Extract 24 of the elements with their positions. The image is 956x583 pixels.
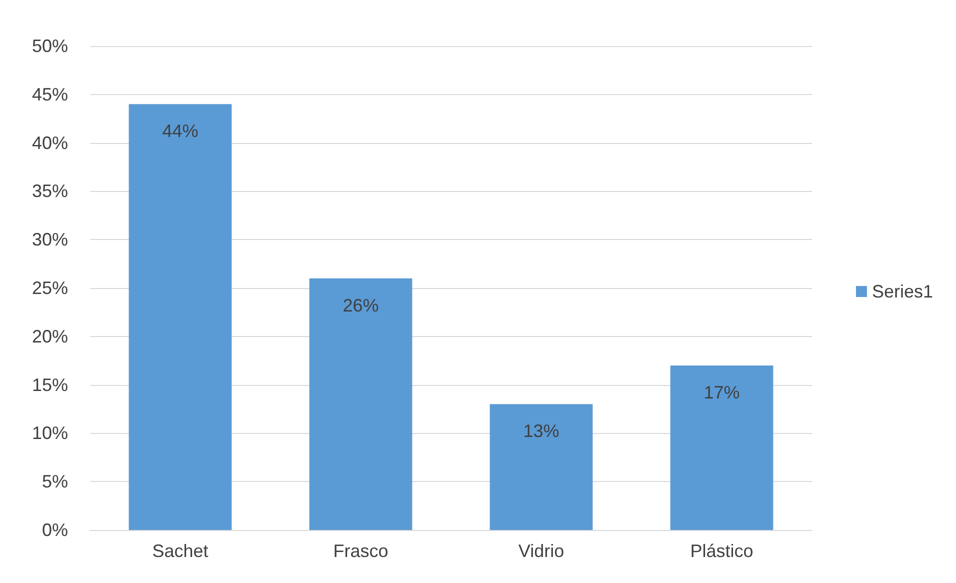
y-tick-label: 50% xyxy=(32,36,68,56)
y-tick-label: 45% xyxy=(32,84,68,104)
x-tick-label: Plástico xyxy=(690,541,754,561)
y-tick-label: 5% xyxy=(42,472,68,492)
bar xyxy=(128,104,232,530)
x-tick-label: Vidrio xyxy=(518,541,564,561)
y-tick-label: 0% xyxy=(42,520,68,540)
y-tick-label: 20% xyxy=(32,326,68,346)
legend-label: Series1 xyxy=(872,282,933,302)
data-label: 13% xyxy=(523,421,560,442)
x-tick-label: Frasco xyxy=(333,541,388,561)
y-tick-label: 15% xyxy=(32,374,68,395)
y-tick-label: 40% xyxy=(32,132,68,153)
y-tick-label: 35% xyxy=(32,181,68,202)
data-label: 44% xyxy=(162,121,198,142)
y-tick-label: 25% xyxy=(32,278,68,298)
x-tick-label: Sachet xyxy=(152,541,208,561)
bar xyxy=(670,365,774,530)
y-tick-label: 10% xyxy=(32,423,68,444)
bar xyxy=(309,278,412,530)
data-label: 26% xyxy=(342,295,379,316)
bar xyxy=(490,404,593,530)
y-tick-label: 30% xyxy=(32,230,68,250)
data-label: 17% xyxy=(704,382,740,402)
